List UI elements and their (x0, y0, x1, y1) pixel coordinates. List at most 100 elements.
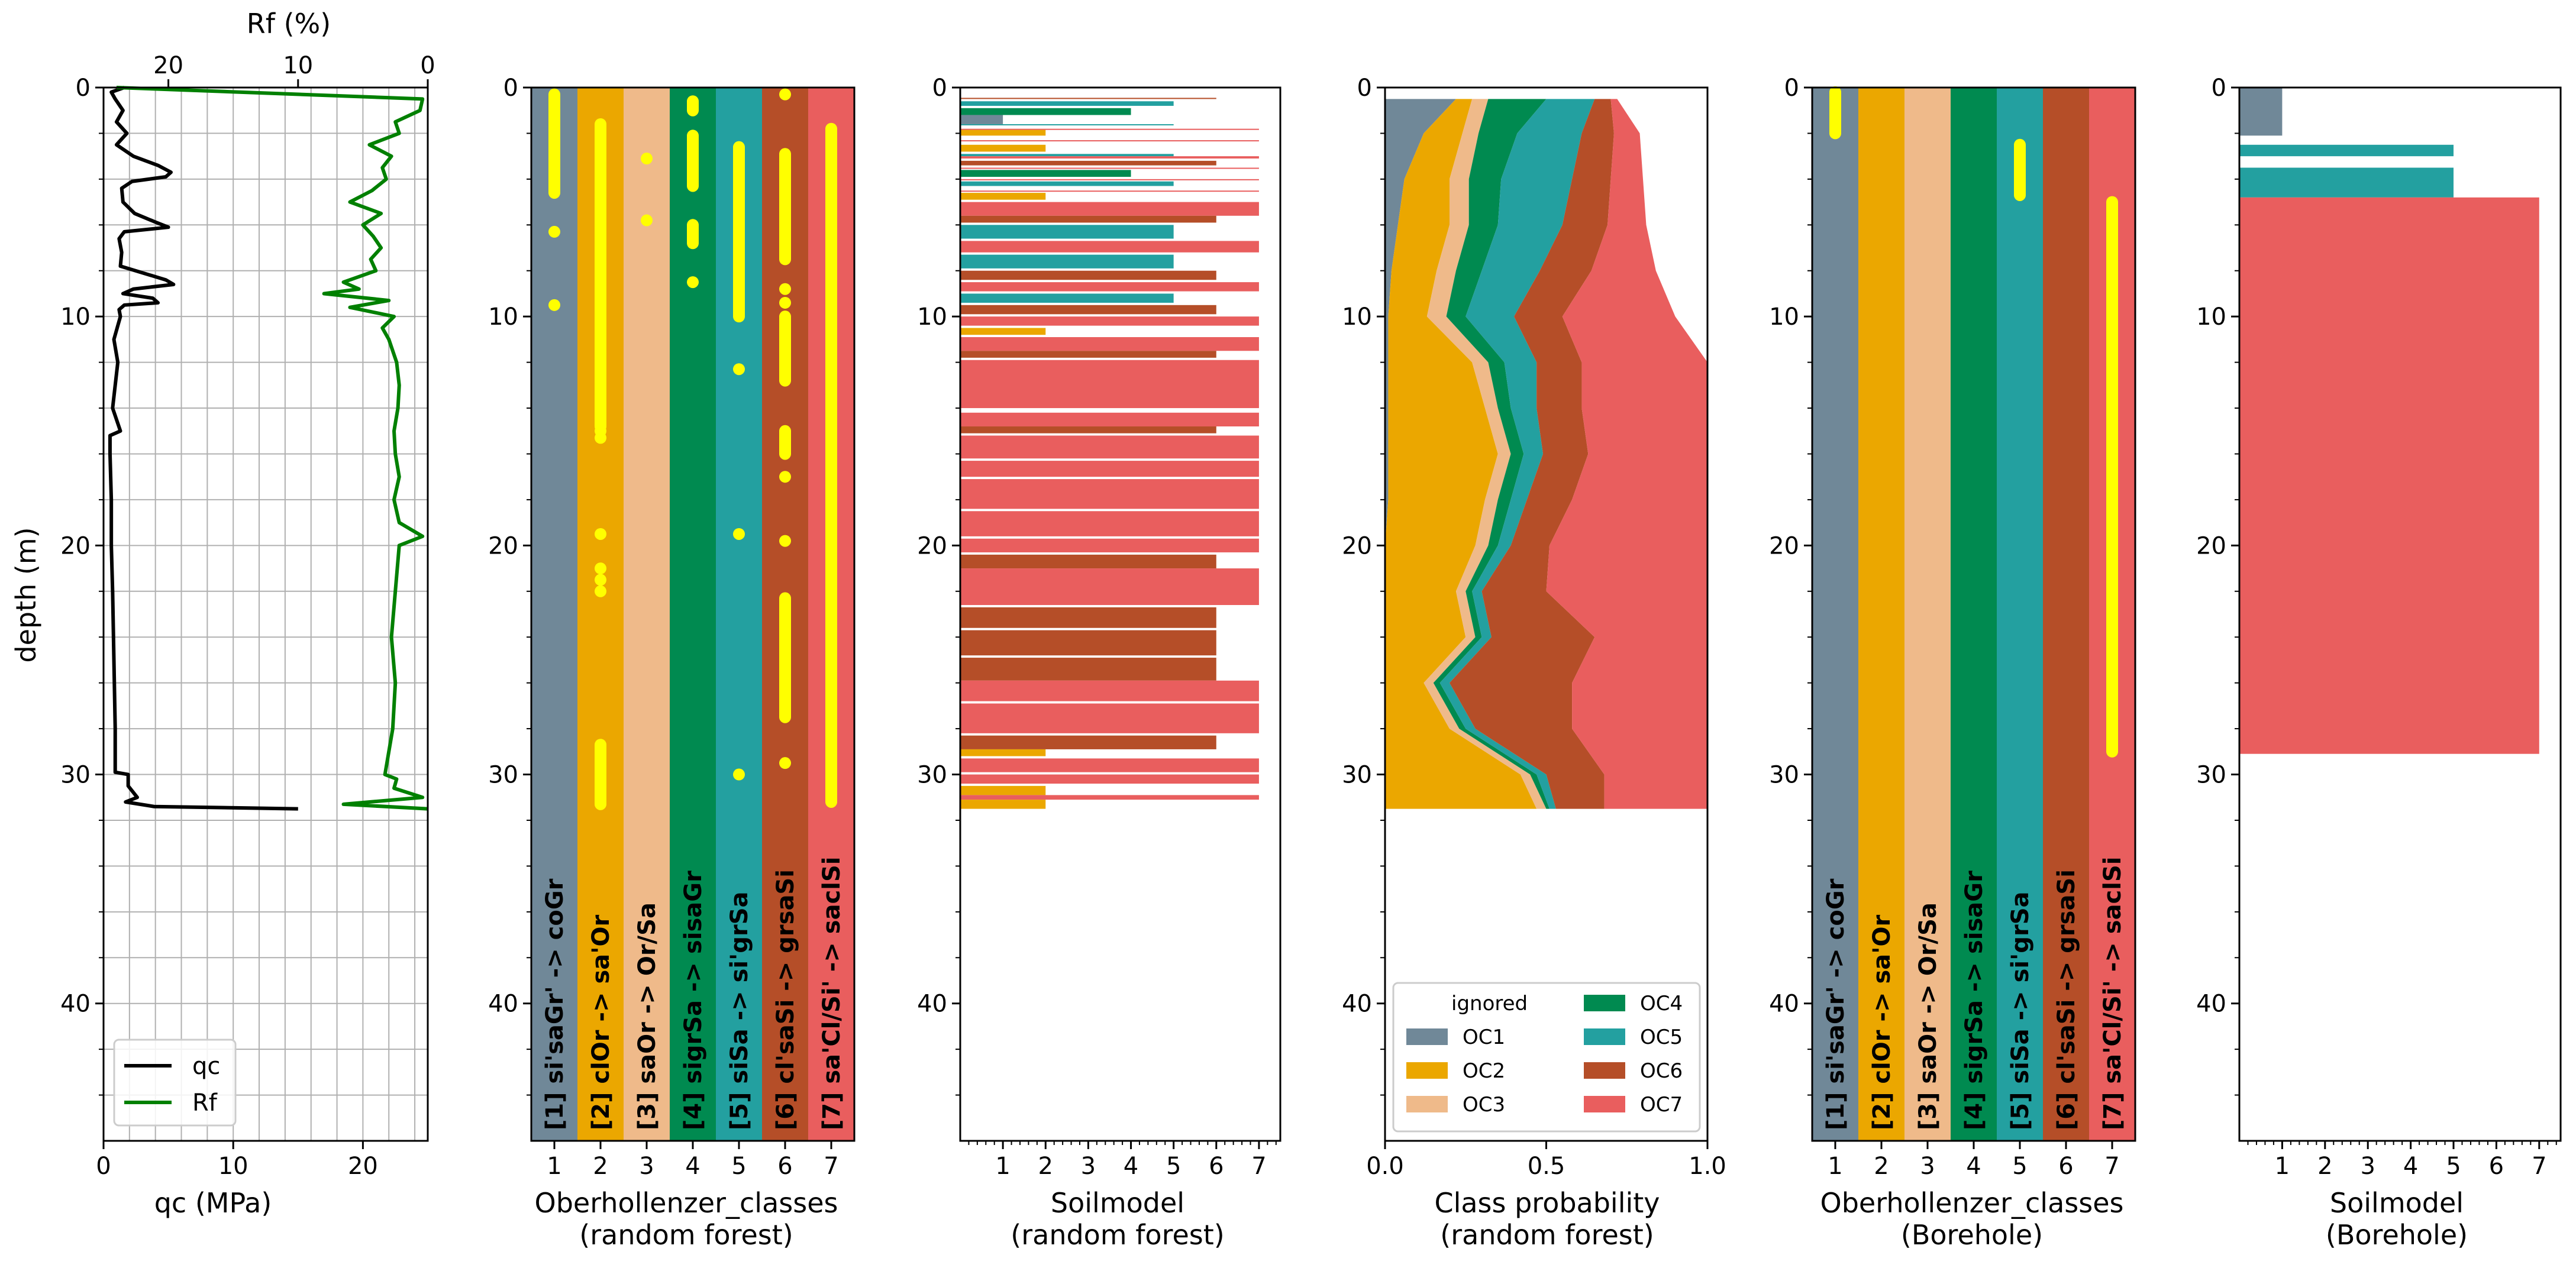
x-tick-label: 5 (2012, 1153, 2027, 1180)
y-tick-label: 30 (60, 762, 91, 789)
x-tick-label: 1 (547, 1153, 561, 1180)
soil-bar-oc6 (960, 607, 1216, 628)
y-tick-label: 0 (503, 75, 518, 102)
x-tick-label: 5 (2446, 1153, 2461, 1180)
cpt-series (108, 86, 428, 811)
classes-rf-panel: [1] si'saGr' -> coGr [2] clOr -> sa'Or [3]… (488, 75, 856, 1251)
soil-bar-oc7 (960, 128, 1259, 130)
legend-label-oc4: OC4 (1640, 992, 1683, 1015)
rf-tick-label: 20 (153, 52, 183, 79)
class-label-7: [7] sa'Cl/Si' -> saclSi (2099, 856, 2126, 1130)
soil-bar-oc7 (960, 282, 1259, 292)
classes-rf-xlabel-line1: Oberhollenzer_classes (535, 1187, 838, 1219)
legend-label-oc5: OC5 (1640, 1026, 1683, 1049)
probability-area-oc2 (1385, 99, 1537, 809)
soil-bar-oc7 (960, 337, 1259, 351)
probability-area-oc1 (1385, 99, 1456, 809)
probability-legend: ignored OC1 OC2 OC3 OC4 OC5 OC6 OC7 (1392, 982, 1701, 1133)
class-marker (548, 225, 560, 238)
x-tick-label: 7 (2104, 1153, 2119, 1180)
class-marker (779, 757, 791, 769)
class-label-4: [4] sigrSa -> sisaGr (680, 871, 707, 1130)
soil-bar-oc2 (960, 144, 1046, 152)
x-tick-label: 4 (2403, 1153, 2418, 1180)
classes-borehole-xlabel-line2: (Borehole) (1901, 1219, 2043, 1251)
probability-area-oc4 (1433, 99, 1550, 809)
soil-bar-oc7 (960, 795, 1259, 800)
qc-tick-label: 10 (218, 1153, 248, 1180)
soil-bar-oc5 (960, 293, 1174, 303)
class-marker (733, 363, 745, 376)
y-tick-label: 30 (2196, 762, 2226, 789)
legend-label-oc3: OC3 (1463, 1093, 1505, 1117)
class-label-6: [6] cl'saSi -> grsaSi (2053, 869, 2080, 1130)
qc-tick-label: 0 (96, 1153, 111, 1180)
soil-bar-oc6 (960, 270, 1216, 280)
soil-bar-oc5 (960, 124, 1174, 125)
y-tick-label: 10 (488, 303, 518, 331)
soil-bar-oc5 (960, 181, 1174, 186)
x-tick-label: 4 (685, 1153, 700, 1180)
cpt-legend: qc Rf (113, 1039, 237, 1127)
legend-swatch-oc5 (1584, 1028, 1625, 1045)
y-tick-label: 20 (2196, 532, 2226, 559)
x-tick-label: 6 (2489, 1153, 2504, 1180)
soil-bar-oc7 (960, 479, 1259, 509)
soil-bar-oc2 (960, 328, 1046, 335)
class-marker (595, 585, 606, 597)
soilmodel-borehole-xlabel-line1: Soilmodel (2330, 1187, 2464, 1219)
class-band-3 (1904, 88, 1951, 1141)
soil-bar-oc2 (960, 749, 1046, 756)
class-marker (779, 296, 791, 309)
axes-frame (102, 86, 429, 1142)
soilmodel-borehole-panel: 0 10 20 30 40 1 2 3 4 5 6 7 Soilmodel (Borehole) (2196, 75, 2562, 1251)
legend-label-qc: qc (192, 1053, 220, 1080)
soil-bar-oc6 (960, 160, 1216, 166)
class-band-1 (531, 88, 577, 1141)
x-tick-label: 1 (1828, 1153, 1842, 1180)
y-tick-label: 20 (1342, 532, 1372, 559)
class-marker (779, 88, 791, 101)
qc-axis-label: qc (MPa) (154, 1187, 272, 1219)
y-tick-label: 0 (76, 75, 91, 102)
class-marker (733, 768, 745, 781)
y-tick-label: 30 (1342, 762, 1372, 789)
probability-axes: 0 10 20 30 40 0.0 0.5 1.0 (1342, 75, 1726, 1180)
soil-bar-oc5 (960, 101, 1174, 106)
soilmodel-borehole-axes: 0 10 20 30 40 1 2 3 4 5 6 7 (2196, 75, 2562, 1180)
x-tick-label: 7 (2532, 1153, 2546, 1180)
soil-bar-oc7 (960, 202, 1259, 216)
soil-bar-oc6 (960, 554, 1216, 569)
legend-label-rf: Rf (192, 1089, 218, 1117)
soil-bar-oc6 (960, 305, 1216, 315)
class-marker (779, 535, 791, 547)
class-marker (779, 283, 791, 295)
soil-bar-oc5 (2239, 144, 2454, 157)
cpt-axes: 0 10 20 30 40 0 10 20 20 10 0 (60, 52, 435, 1180)
soil-bar-oc6 (960, 658, 1216, 681)
y-tick-label: 10 (1342, 303, 1372, 331)
x-tick-label: 1.0 (1689, 1153, 1726, 1180)
classes-borehole-axes: 0 10 20 30 40 1 2 3 4 5 6 7 (1769, 75, 2136, 1180)
y-tick-label: 0 (2212, 75, 2226, 102)
legend-swatch-oc3 (1406, 1096, 1448, 1112)
legend-swatch-oc4 (1584, 995, 1625, 1011)
x-tick-label: 2 (1038, 1153, 1053, 1180)
legend-frame (1392, 982, 1701, 1133)
axes-frame (2238, 86, 2562, 1142)
class-marker (595, 432, 606, 444)
y-tick-label: 40 (2196, 991, 2226, 1018)
y-tick-label: 30 (1769, 762, 1799, 789)
class-band-1 (1812, 88, 1858, 1141)
soil-bar-oc6 (960, 426, 1216, 434)
soilmodel-rf-xlabel-line1: Soilmodel (1051, 1187, 1184, 1219)
class-label-7: [7] sa'Cl/Si' -> saclSi (818, 856, 845, 1130)
y-tick-label: 40 (1342, 991, 1372, 1018)
soilmodel-bars (2239, 88, 2539, 754)
soil-bar-oc7 (960, 758, 1259, 772)
soil-bar-oc2 (960, 130, 1046, 136)
y-tick-label: 20 (917, 532, 947, 559)
soil-bar-oc7 (960, 156, 1259, 159)
x-tick-label: 0.0 (1366, 1153, 1404, 1180)
